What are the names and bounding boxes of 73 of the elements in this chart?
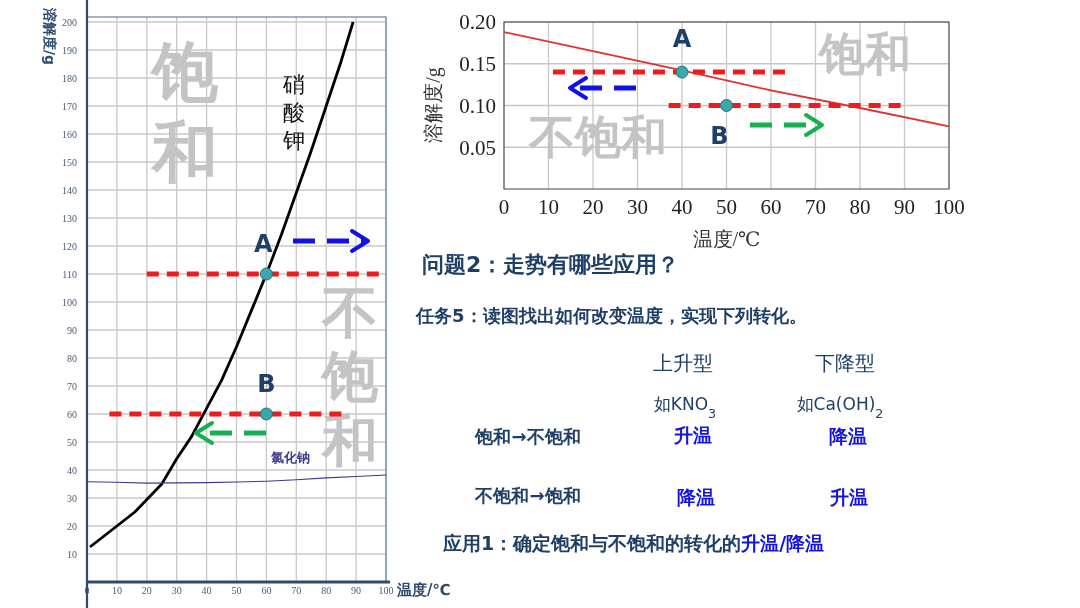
y-tick-label: 20 [67,520,77,532]
x-tick-label: 50 [716,195,737,219]
y-tick-label: 140 [62,184,77,196]
x-tick-label: 100 [378,585,394,596]
x-tick-label: 70 [291,585,302,596]
y-tick-label: 180 [62,72,77,84]
annotation: 饱和 [149,34,219,191]
text: 升温/降温 [740,532,825,554]
series-label: 氯化钠 [269,450,310,465]
y-tick-label: 0.05 [459,135,496,160]
text: 应用1：确定饱和与不饱和的转化的 [442,532,742,554]
annotation: 不饱和 [320,280,379,473]
text: 任务5：读图找出如何改变温度，实现下列转化。 [415,305,807,326]
x-tick-label: 20 [582,195,604,219]
y-tick-label: 160 [62,128,77,140]
y-tick-label: 40 [67,464,77,476]
y-tick-label: 110 [62,268,77,280]
y-tick-label: 10 [67,548,77,560]
text: 如Ca(OH)$_{2}$ [796,394,884,421]
annotation: A [672,25,692,54]
y-tick-label: 0.20 [459,10,496,35]
x-axis-title: 温度/℃ [692,228,761,250]
x-tick-label: 50 [231,585,242,596]
x-tick-label: 0 [84,585,90,596]
x-tick-label: 20 [141,585,152,596]
x-tick-label: 100 [933,195,965,219]
x-tick-label: 30 [171,585,182,596]
x-tick-label: 70 [805,195,826,219]
series-label: 硝酸钾 [282,72,305,153]
x-tick-label: 60 [760,195,782,219]
x-axis-title: 温度/℃ [396,581,451,599]
y-tick-label: 70 [67,380,77,392]
annotation: A [254,230,274,258]
y-tick-label: 200 [62,16,77,28]
x-tick-label: 90 [351,585,362,596]
x-tick-label: 10 [111,585,122,596]
x-tick-label: 60 [261,585,272,596]
x-tick-label: 0 [498,195,510,219]
text: 饱和→不饱和 [474,426,581,447]
annotation: B [257,370,276,398]
x-tick-label: 40 [671,195,693,219]
text: 上升型 [653,351,713,375]
y-tick-label: 100 [62,296,77,308]
y-axis-title: 溶解度/g [422,67,445,143]
y-tick-label: 50 [67,436,77,448]
text: 升温 [829,486,868,508]
text: 下降型 [815,351,875,375]
x-tick-label: 90 [894,195,915,219]
y-tick-label: 90 [67,324,77,336]
y-tick-label: 150 [62,156,77,168]
x-tick-label: 40 [201,585,212,596]
text: 降温 [829,425,867,447]
x-tick-label: 80 [849,195,871,219]
y-tick-label: 0.10 [459,93,496,118]
text: 不饱和→饱和 [474,485,581,506]
y-tick-label: 190 [62,44,77,56]
line-series [86,474,387,484]
text: 问题2：走势有哪些应用？ [422,252,680,277]
y-axis-title: 溶解度/g [42,7,58,66]
x-tick-label: 30 [627,195,648,219]
y-tick-label: 30 [67,492,77,504]
text: 升温 [673,424,712,446]
x-tick-label: 10 [538,195,559,219]
text: 降温 [677,486,715,508]
y-tick-label: 80 [67,352,77,364]
annotation: B [710,121,729,150]
x-tick-label: 80 [321,585,332,596]
y-tick-label: 60 [67,408,77,420]
y-tick-label: 130 [62,212,77,224]
y-tick-label: 0.15 [459,52,496,77]
y-tick-label: 170 [62,100,77,112]
text: 如KNO$_{3}$ [653,394,717,421]
y-tick-label: 120 [62,240,77,252]
